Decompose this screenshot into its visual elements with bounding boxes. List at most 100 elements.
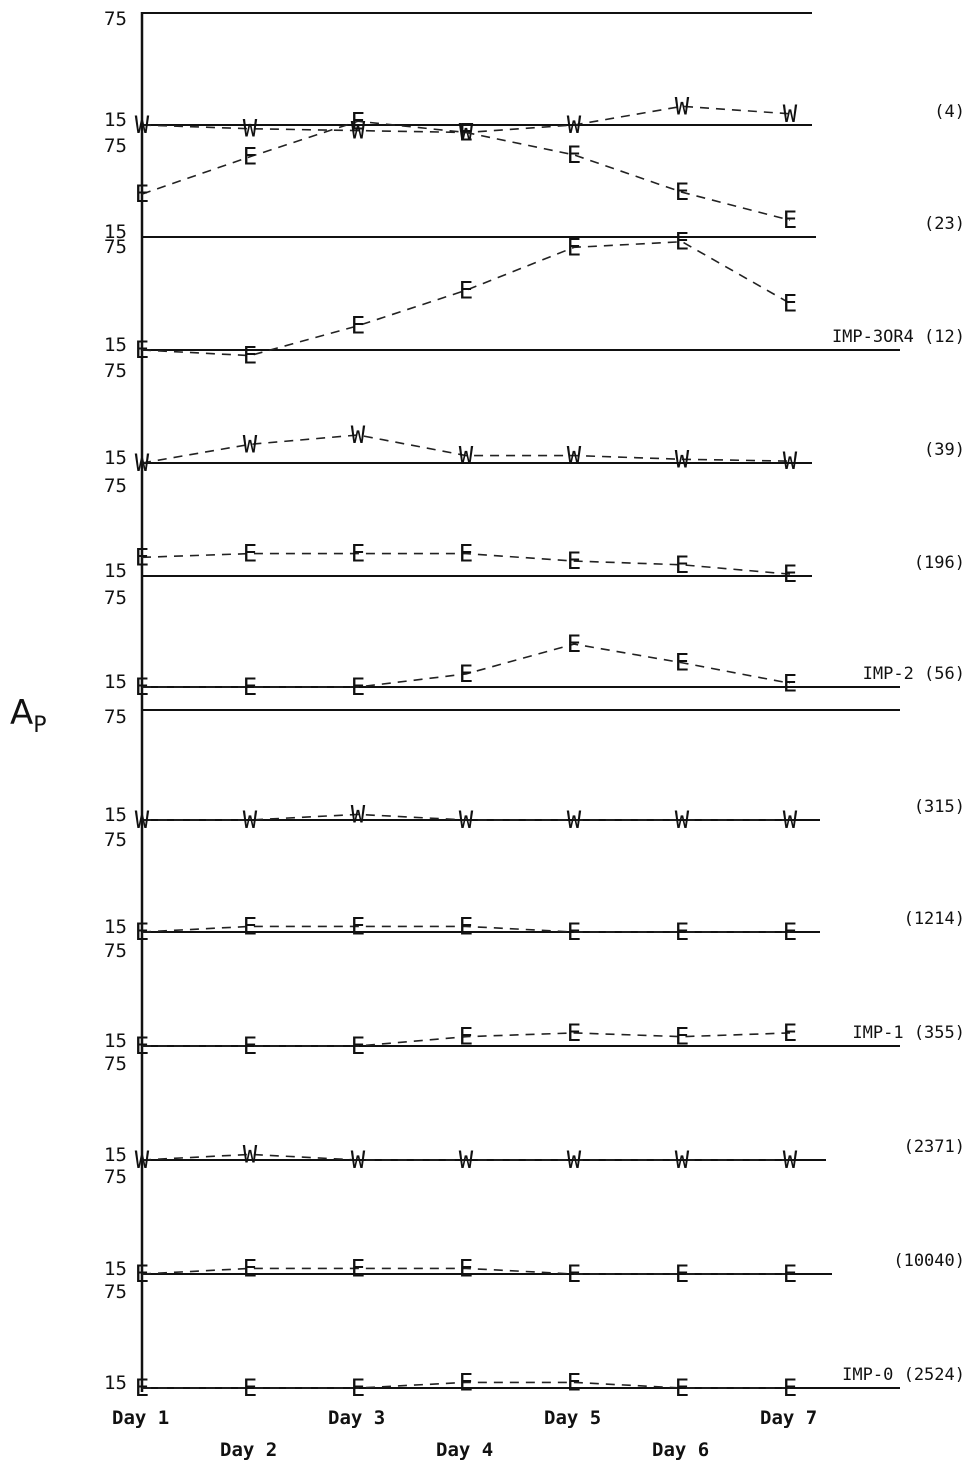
data-point-marker: E [243, 540, 257, 568]
data-point-marker: E [351, 1254, 365, 1282]
data-point-marker: W [783, 1146, 798, 1174]
tick-label-15: 15 [104, 1258, 127, 1280]
data-point-marker: E [783, 1374, 797, 1402]
data-point-marker: W [675, 92, 690, 120]
y-axis-label: AP [10, 693, 47, 738]
tick-label-15: 15 [104, 804, 127, 826]
tick-label-75: 75 [104, 706, 127, 728]
data-point-marker: W [351, 800, 366, 828]
data-point-marker: E [135, 543, 149, 571]
tick-label-15: 15 [104, 447, 127, 469]
data-point-marker: E [243, 1032, 257, 1060]
data-point-marker: E [675, 551, 689, 579]
data-point-marker: W [243, 1140, 258, 1168]
data-point-marker: W [567, 1146, 582, 1174]
panel-7: W W W W W W W (315) [135, 797, 965, 834]
data-point-marker: W [243, 806, 258, 834]
tick-label-75: 75 [104, 829, 127, 851]
series-line [142, 813, 790, 821]
tick-label-15: 15 [104, 334, 127, 356]
data-point-marker: E [567, 1260, 581, 1288]
tick-label-75: 75 [104, 1053, 127, 1075]
series-line [141, 120, 791, 221]
data-point-marker: W [783, 100, 798, 128]
panel-label: IMP-2 (56) [863, 664, 965, 684]
data-point-marker: E [243, 1254, 257, 1282]
y-axis-label-subscript: P [33, 713, 46, 738]
panel-label: (1214) [904, 909, 965, 929]
data-point-marker: E [135, 1260, 149, 1288]
panel-label: (196) [914, 553, 965, 573]
data-point-marker: W [567, 442, 582, 470]
data-point-marker: E [783, 289, 797, 317]
panel-label: (315) [914, 797, 965, 817]
data-point-marker: W [351, 421, 366, 449]
data-point-marker: W [675, 1146, 690, 1174]
day-label: Day 6 [652, 1439, 709, 1461]
tick-label-75: 75 [104, 940, 127, 962]
panel-11: E E E E E E E (10040) [135, 1251, 965, 1288]
data-point-marker: E [567, 141, 581, 169]
data-point-marker: W [459, 442, 474, 470]
tick-label-75: 75 [104, 236, 127, 258]
data-point-marker: E [567, 1368, 581, 1396]
tick-label-75: 75 [104, 360, 127, 382]
tick-label-15: 15 [104, 916, 127, 938]
data-point-marker: E [783, 560, 797, 588]
panel-label: IMP-1 (355) [852, 1023, 965, 1043]
data-point-marker: E [243, 673, 257, 701]
data-point-marker: E [351, 673, 365, 701]
panel-10: W W W W W W W (2371) [135, 1137, 965, 1174]
data-point-marker: W [783, 447, 798, 475]
data-point-marker: E [783, 1019, 797, 1047]
data-point-marker: E [135, 673, 149, 701]
data-point-marker: E [567, 233, 581, 261]
data-point-marker: W [675, 445, 690, 473]
data-point-marker: W [675, 806, 690, 834]
data-point-marker: W [351, 1146, 366, 1174]
panel-label: (23) [924, 214, 965, 234]
panel-5: E E E E E E E (196) [135, 540, 965, 589]
data-point-marker: E [459, 1254, 473, 1282]
data-point-marker: E [351, 312, 365, 340]
series-line [141, 1153, 790, 1161]
panel-2: E E E E E E E (23) [135, 107, 965, 238]
series-line [141, 925, 790, 933]
data-point-marker: E [459, 912, 473, 940]
data-point-marker: E [351, 912, 365, 940]
panel-label: IMP-0 (2524) [842, 1365, 965, 1385]
day-label: Day 3 [328, 1407, 385, 1429]
y-axis-label-main: A [10, 693, 33, 733]
panel-12: E E E E E E E IMP-0 (2524) [135, 1365, 965, 1402]
tick-label-15: 15 [104, 1144, 127, 1166]
data-point-marker: E [675, 228, 689, 256]
data-point-marker: E [243, 143, 257, 171]
panel-label: (2371) [904, 1137, 965, 1157]
data-point-marker: W [459, 1146, 474, 1174]
data-point-marker: W [459, 806, 474, 834]
data-point-marker: E [675, 1260, 689, 1288]
data-point-marker: E [675, 918, 689, 946]
data-point-marker: E [675, 1023, 689, 1051]
data-point-marker: E [783, 669, 797, 697]
tick-label-15: 15 [104, 560, 127, 582]
day-label: Day 7 [760, 1407, 817, 1429]
day-label: Day 2 [220, 1439, 277, 1461]
data-point-marker: W [567, 111, 582, 139]
data-point-marker: W [351, 117, 366, 145]
tick-label-15: 15 [104, 221, 127, 243]
data-point-marker: E [351, 107, 365, 135]
data-point-marker: E [459, 660, 473, 688]
tick-label-75: 75 [104, 587, 127, 609]
data-point-marker: E [243, 342, 257, 370]
series-line [142, 1381, 790, 1389]
tick-label-75: 75 [104, 1166, 127, 1188]
panel-label: (10040) [893, 1251, 965, 1271]
data-point-marker: E [135, 918, 149, 946]
panel-label: (4) [934, 102, 965, 122]
data-point-marker: W [135, 111, 150, 139]
data-point-marker: E [567, 630, 581, 658]
data-point-marker: E [135, 336, 149, 364]
data-point-marker: W [135, 806, 150, 834]
